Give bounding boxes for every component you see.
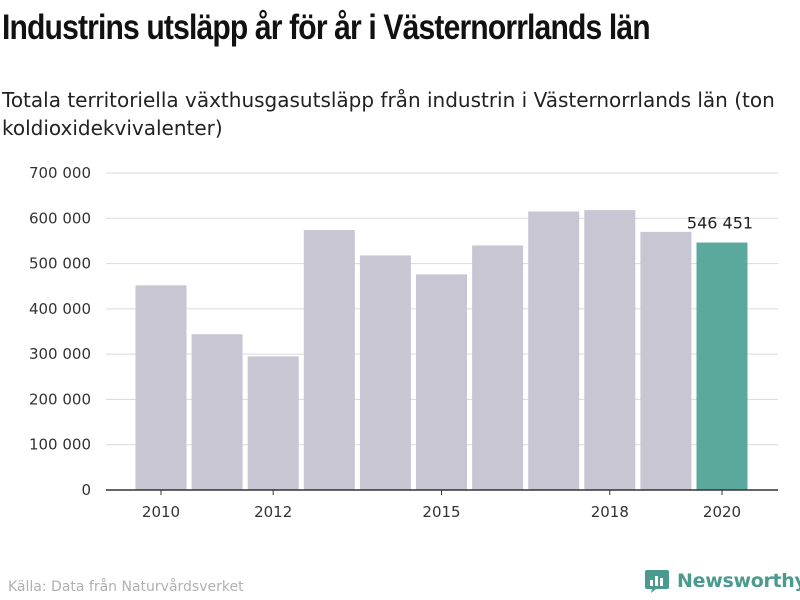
- chart-subtitle: Totala territoriella växthusgasutsläpp f…: [2, 88, 775, 140]
- brand-name: Newsworthy: [677, 570, 800, 592]
- axes: [106, 489, 778, 495]
- chart-title: Industrins utsläpp år för år i Västernor…: [2, 8, 651, 47]
- y-tick-label: 600 000: [29, 209, 91, 227]
- x-tick-label: 2015: [422, 503, 460, 521]
- y-tick-label: 300 000: [29, 345, 91, 363]
- data-label: 546 451: [687, 214, 753, 233]
- x-tick-label: 2010: [142, 503, 180, 521]
- bar: [640, 231, 692, 490]
- x-tick-label: 2012: [254, 503, 292, 521]
- source-note: Källa: Data från Naturvårdsverket: [8, 579, 244, 595]
- labels: 0 100 000 200 000 300 000 400 000 500 000 600 …: [29, 164, 753, 521]
- x-tick-label: 2020: [703, 503, 741, 521]
- bar: [191, 334, 243, 490]
- y-tick-label: 700 000: [29, 164, 91, 182]
- y-tick-label: 200 000: [29, 390, 91, 408]
- bar: [472, 245, 524, 490]
- bars: [135, 210, 748, 491]
- bar: [359, 255, 411, 490]
- x-tick-label: 2018: [591, 503, 629, 521]
- brand-logo[interactable]: Newsworthy: [644, 568, 800, 594]
- bar: [416, 274, 467, 490]
- bar: [584, 210, 636, 491]
- bar: [247, 356, 299, 490]
- bar: [303, 230, 355, 490]
- bar: [528, 211, 580, 490]
- newsworthy-logo-icon: [645, 570, 669, 593]
- bar: [135, 285, 187, 490]
- y-tick-label: 400 000: [29, 300, 91, 318]
- y-tick-label: 100 000: [29, 436, 91, 454]
- y-tick-label: 0: [81, 481, 91, 499]
- y-tick-label: 500 000: [29, 255, 91, 273]
- bar-highlight: [696, 242, 748, 490]
